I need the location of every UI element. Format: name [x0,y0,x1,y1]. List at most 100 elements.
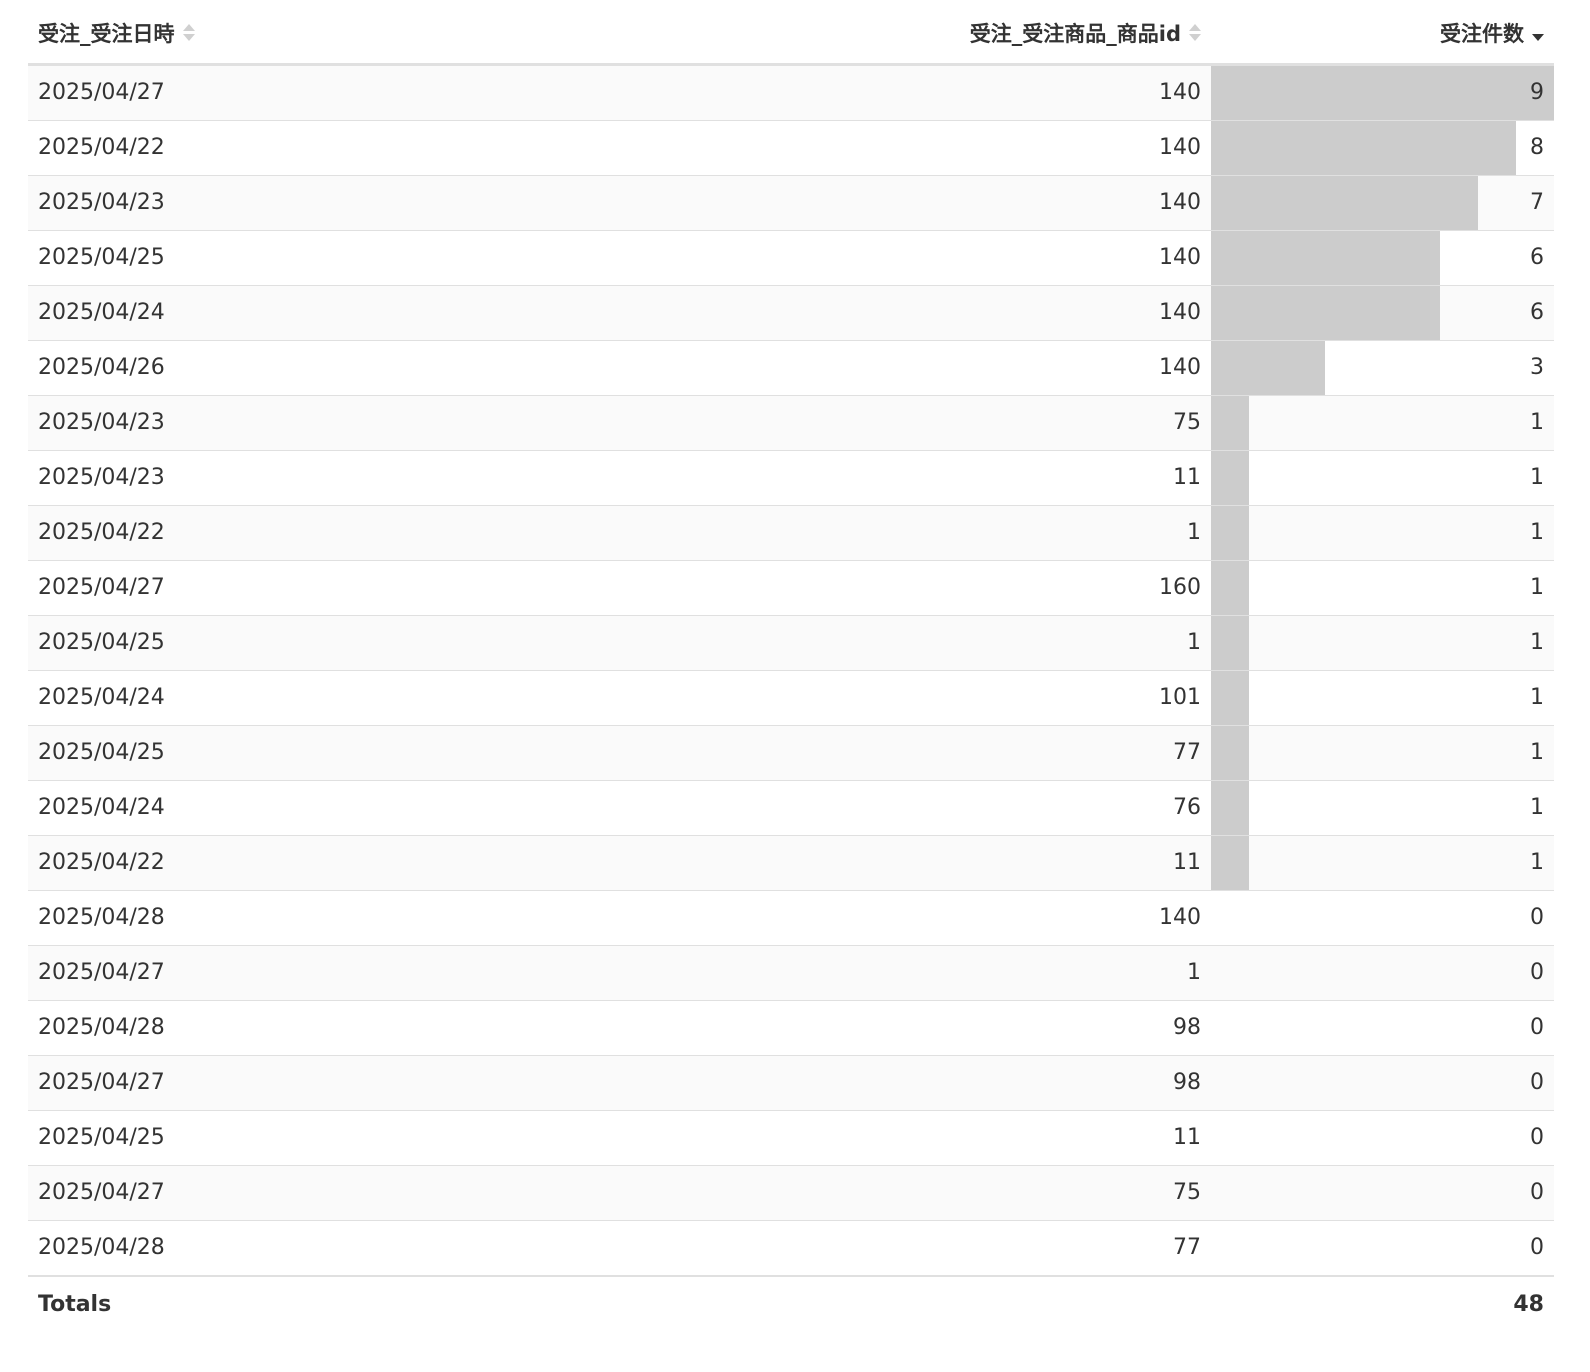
table-header: 受注_受注日時 受注_受注商品_商品id 受注件数 [28,0,1554,66]
cell-product-id: 140 [908,175,1211,231]
table-row: 2025/04/28 98 0 [28,1000,1554,1056]
cell-date: 2025/04/22 [28,835,908,891]
table-row: 2025/04/27 1 0 [28,945,1554,1001]
table-row: 2025/04/25 1 1 [28,615,1554,671]
table-row: 2025/04/27 98 0 [28,1055,1554,1111]
cell-date: 2025/04/23 [28,175,908,231]
count-bar [1211,230,1440,284]
data-table: 受注_受注日時 受注_受注商品_商品id 受注件数 2025/04/27 140 9… [28,0,1554,1332]
cell-count: 1 [1211,395,1554,451]
table-row: 2025/04/23 11 1 [28,450,1554,506]
cell-count: 0 [1211,1055,1554,1111]
count-value: 7 [1530,189,1544,215]
cell-product-id: 98 [908,1000,1211,1056]
table-row: 2025/04/27 75 0 [28,1165,1554,1221]
cell-product-id: 1 [908,615,1211,671]
count-value: 0 [1530,1014,1544,1040]
cell-count: 8 [1211,120,1554,176]
count-bar [1211,780,1250,834]
table-row: 2025/04/24 101 1 [28,670,1554,726]
count-value: 1 [1530,849,1544,875]
cell-date: 2025/04/27 [28,1055,908,1111]
column-header-date[interactable]: 受注_受注日時 [28,0,908,66]
count-value: 1 [1530,739,1544,765]
cell-product-id: 101 [908,670,1211,726]
count-value: 1 [1530,519,1544,545]
cell-count: 9 [1211,64,1554,121]
count-bar [1211,450,1250,504]
table-row: 2025/04/27 140 9 [28,64,1554,121]
table-body: 2025/04/27 140 9 2025/04/22 140 8 2025/04/23 14… [28,64,1554,1276]
cell-count: 0 [1211,1165,1554,1221]
count-bar [1211,670,1250,724]
cell-product-id: 76 [908,780,1211,836]
count-bar [1211,175,1478,229]
cell-product-id: 140 [908,890,1211,946]
table-row: 2025/04/25 140 6 [28,230,1554,286]
cell-product-id: 140 [908,64,1211,121]
cell-count: 1 [1211,505,1554,561]
count-value: 0 [1530,1124,1544,1150]
count-value: 3 [1530,354,1544,380]
count-value: 1 [1530,574,1544,600]
count-value: 1 [1530,794,1544,820]
cell-date: 2025/04/25 [28,1110,908,1166]
column-header-count[interactable]: 受注件数 [1211,0,1554,66]
cell-date: 2025/04/23 [28,395,908,451]
count-bar [1211,835,1250,889]
cell-count: 1 [1211,835,1554,891]
count-bar [1211,725,1250,779]
table-row: 2025/04/28 140 0 [28,890,1554,946]
count-value: 0 [1530,1234,1544,1260]
sort-icon[interactable] [182,23,195,43]
cell-date: 2025/04/27 [28,64,908,121]
column-header-label: 受注件数 [1440,22,1524,47]
cell-count: 1 [1211,670,1554,726]
count-value: 1 [1530,464,1544,490]
totals-count: 48 [1211,1274,1554,1332]
sort-icon[interactable] [1189,23,1201,43]
sort-descending-icon[interactable] [1532,33,1544,41]
cell-date: 2025/04/25 [28,615,908,671]
cell-product-id: 77 [908,1220,1211,1276]
cell-date: 2025/04/25 [28,230,908,286]
cell-count: 3 [1211,340,1554,396]
count-value: 1 [1530,684,1544,710]
cell-count: 6 [1211,285,1554,341]
cell-date: 2025/04/24 [28,670,908,726]
totals-row: Totals 48 [28,1274,1554,1332]
table-row: 2025/04/24 76 1 [28,780,1554,836]
header-row: 受注_受注日時 受注_受注商品_商品id 受注件数 [28,0,1554,66]
count-bar [1211,505,1250,559]
cell-date: 2025/04/28 [28,1220,908,1276]
cell-date: 2025/04/26 [28,340,908,396]
count-bar [1211,615,1250,669]
column-header-label: 受注_受注日時 [38,22,175,47]
cell-product-id: 75 [908,395,1211,451]
cell-product-id: 140 [908,120,1211,176]
cell-count: 7 [1211,175,1554,231]
cell-count: 0 [1211,945,1554,1001]
cell-product-id: 77 [908,725,1211,781]
cell-product-id: 140 [908,285,1211,341]
cell-count: 0 [1211,1110,1554,1166]
column-header-product-id[interactable]: 受注_受注商品_商品id [908,0,1211,66]
count-value: 0 [1530,1179,1544,1205]
cell-date: 2025/04/28 [28,1000,908,1056]
cell-product-id: 75 [908,1165,1211,1221]
cell-count: 0 [1211,1220,1554,1276]
cell-product-id: 98 [908,1055,1211,1111]
table-footer: Totals 48 [28,1274,1554,1332]
count-bar [1211,120,1516,174]
count-bar [1211,395,1250,449]
cell-product-id: 140 [908,230,1211,286]
count-value: 1 [1530,409,1544,435]
column-header-label: 受注_受注商品_商品id [969,22,1181,47]
cell-product-id: 160 [908,560,1211,616]
table-row: 2025/04/24 140 6 [28,285,1554,341]
table-row: 2025/04/28 77 0 [28,1220,1554,1276]
count-value: 0 [1530,1069,1544,1095]
table-row: 2025/04/23 140 7 [28,175,1554,231]
count-value: 6 [1530,299,1544,325]
table-row: 2025/04/27 160 1 [28,560,1554,616]
